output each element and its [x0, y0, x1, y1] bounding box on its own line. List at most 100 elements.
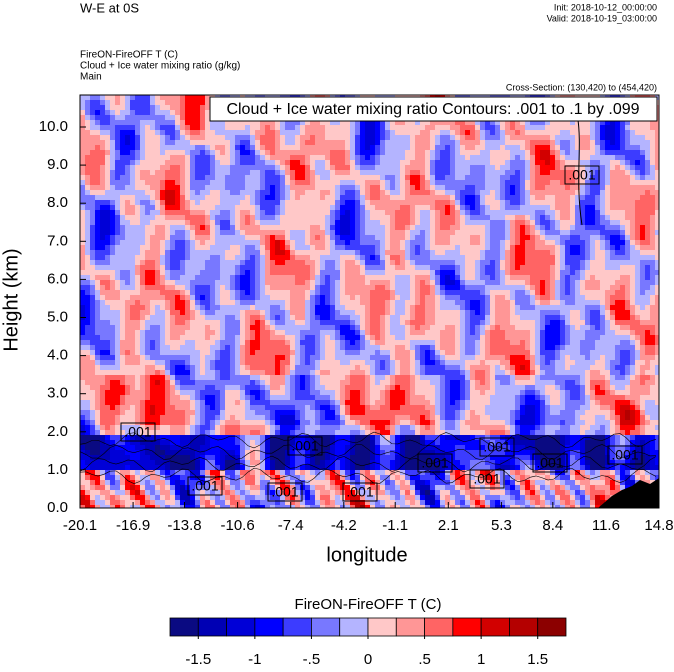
field-cell: [190, 300, 196, 306]
field-cell: [280, 235, 286, 241]
field-cell: [130, 255, 136, 261]
field-cell: [255, 190, 261, 196]
field-cell: [85, 425, 91, 431]
field-cell: [370, 355, 376, 361]
field-cell: [125, 155, 131, 161]
field-cell: [95, 455, 101, 461]
field-cell: [80, 250, 86, 256]
field-cell: [100, 125, 106, 131]
field-cell: [215, 395, 221, 401]
field-cell: [185, 110, 191, 116]
field-cell: [310, 135, 316, 141]
field-cell: [195, 330, 201, 336]
field-cell: [110, 175, 116, 181]
field-cell: [325, 265, 331, 271]
field-cell: [315, 145, 321, 151]
field-cell: [275, 355, 281, 361]
field-cell: [195, 360, 201, 366]
field-cell: [220, 230, 226, 236]
field-cell: [245, 385, 251, 391]
field-cell: [125, 205, 131, 211]
field-cell: [200, 485, 206, 491]
field-cell: [280, 330, 286, 336]
field-cell: [240, 145, 246, 151]
field-cell: [235, 250, 241, 256]
field-cell: [350, 360, 356, 366]
field-cell: [185, 305, 191, 311]
field-cell: [115, 280, 121, 286]
field-cell: [80, 440, 86, 446]
field-cell: [215, 500, 221, 506]
field-cell: [95, 335, 101, 341]
field-cell: [225, 245, 231, 251]
field-cell: [345, 285, 351, 291]
field-cell: [85, 495, 91, 501]
field-cell: [110, 265, 116, 271]
field-cell: [365, 140, 371, 146]
field-cell: [135, 435, 141, 441]
field-cell: [180, 445, 186, 451]
field-cell: [220, 205, 226, 211]
field-cell: [260, 130, 266, 136]
field-cell: [320, 355, 326, 361]
field-cell: [100, 400, 106, 406]
field-cell: [155, 365, 161, 371]
field-cell: [310, 385, 316, 391]
field-cell: [180, 310, 186, 316]
field-cell: [85, 230, 91, 236]
field-cell: [190, 200, 196, 206]
field-cell: [370, 410, 376, 416]
field-cell: [360, 300, 366, 306]
field-cell: [100, 135, 106, 141]
field-cell: [85, 415, 91, 421]
field-cell: [80, 400, 86, 406]
field-cell: [320, 150, 326, 156]
field-cell: [330, 405, 336, 411]
field-cell: [125, 210, 131, 216]
field-cell: [290, 505, 296, 509]
field-cell: [115, 500, 121, 506]
field-cell: [235, 495, 241, 501]
field-cell: [250, 420, 256, 426]
field-cell: [140, 405, 146, 411]
field-cell: [195, 455, 201, 461]
field-cell: [290, 500, 296, 506]
field-cell: [225, 455, 231, 461]
field-cell: [275, 400, 281, 406]
field-cell: [360, 315, 366, 321]
field-cell: [140, 480, 146, 486]
field-cell: [125, 315, 131, 321]
field-cell: [260, 205, 266, 211]
field-cell: [375, 395, 381, 401]
field-cell: [245, 150, 251, 156]
field-cell: [265, 155, 271, 161]
field-cell: [320, 305, 326, 311]
field-cell: [210, 410, 216, 416]
field-cell: [240, 195, 246, 201]
field-cell: [155, 500, 161, 506]
field-cell: [150, 130, 156, 136]
field-cell: [135, 425, 141, 431]
field-cell: [245, 380, 251, 386]
field-cell: [130, 170, 136, 176]
field-cell: [330, 275, 336, 281]
field-cell: [235, 290, 241, 296]
field-cell: [100, 275, 106, 281]
field-cell: [100, 255, 106, 261]
field-cell: [85, 350, 91, 356]
field-cell: [235, 180, 241, 186]
field-cell: [85, 430, 91, 436]
field-cell: [285, 470, 291, 476]
field-cell: [160, 190, 166, 196]
field-cell: [195, 435, 201, 441]
field-cell: [350, 195, 356, 201]
field-cell: [175, 260, 181, 266]
field-cell: [80, 415, 86, 421]
field-cell: [250, 475, 256, 481]
field-cell: [315, 120, 321, 126]
field-cell: [90, 230, 96, 236]
field-cell: [285, 390, 291, 396]
field-cell: [85, 245, 91, 251]
field-cell: [105, 295, 111, 301]
field-cell: [305, 250, 311, 256]
